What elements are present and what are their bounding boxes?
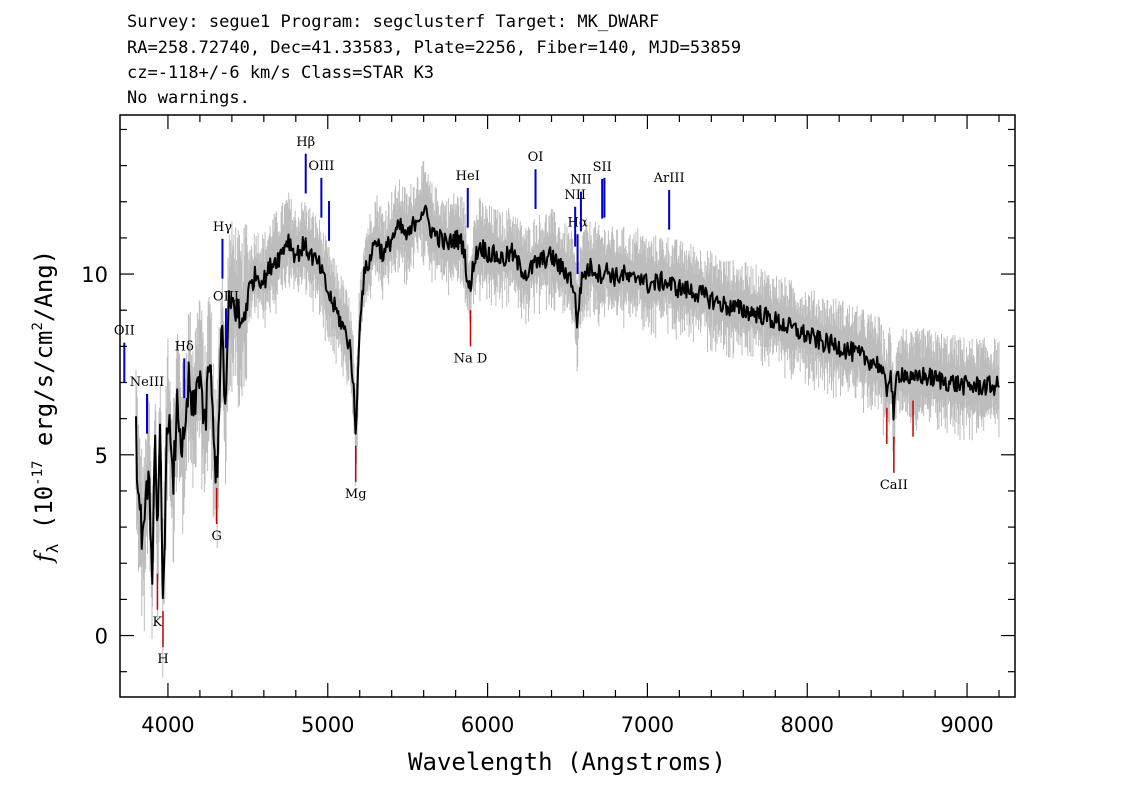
y-tick-label: 10 — [81, 263, 108, 287]
line-label: NII — [570, 173, 592, 188]
x-axis-title: Wavelength (Angstroms) — [408, 748, 726, 776]
line-label: Mg — [345, 487, 367, 502]
error-band-path — [135, 161, 1000, 678]
y-tick-label: 5 — [95, 444, 108, 468]
x-tick-label: 9000 — [940, 713, 993, 737]
y-tick-label: 0 — [95, 625, 108, 649]
x-tick-label: 6000 — [461, 713, 514, 737]
line-label: Hα — [568, 215, 588, 230]
header-line-coords: RA=258.72740, Dec=41.33583, Plate=2256, … — [127, 38, 741, 58]
x-tick-label: 8000 — [781, 713, 834, 737]
line-label: ArIII — [653, 171, 685, 186]
x-tick-label: 4000 — [141, 713, 194, 737]
line-label: OII — [114, 324, 135, 339]
line-label: H — [157, 652, 168, 667]
axis-ticks: 4000 5000 6000 7000 8000 9000 0 5 10 — [81, 115, 1015, 737]
line-label: OI — [528, 150, 544, 165]
line-label: OIII — [308, 159, 334, 174]
line-label: NII — [564, 188, 586, 203]
spectrum-line — [135, 204, 1000, 600]
line-label: Hγ — [213, 220, 232, 235]
line-label: HeI — [456, 169, 480, 184]
line-label: Hβ — [296, 135, 315, 150]
spectrum-series — [135, 204, 1000, 600]
header-line-survey: Survey: segue1 Program: segclusterf Targ… — [127, 12, 659, 32]
y-axis-title: fλ (10-17 erg/s/cm2/Ang) — [30, 250, 62, 564]
plot-frame — [119, 114, 1016, 698]
header-line-redshift: cz=-118+/-6 km/s Class=STAR K3 — [127, 63, 434, 83]
line-label: Hδ — [175, 339, 194, 354]
line-label: G — [211, 529, 221, 544]
line-label: SII — [593, 160, 612, 175]
spectral-line-markers: OIINeIIIHδHγOIIIHβOIIIHeIOINIIHαNIISIIAr… — [114, 135, 914, 667]
line-label: NeIII — [130, 375, 164, 390]
line-label: Na D — [454, 351, 488, 366]
line-label: K — [153, 615, 163, 630]
x-tick-label: 7000 — [621, 713, 674, 737]
line-label: CaII — [880, 478, 908, 493]
line-label: OIII — [213, 289, 239, 304]
header-line-warnings: No warnings. — [127, 88, 250, 108]
x-tick-label: 5000 — [301, 713, 354, 737]
error-band — [135, 161, 1000, 678]
